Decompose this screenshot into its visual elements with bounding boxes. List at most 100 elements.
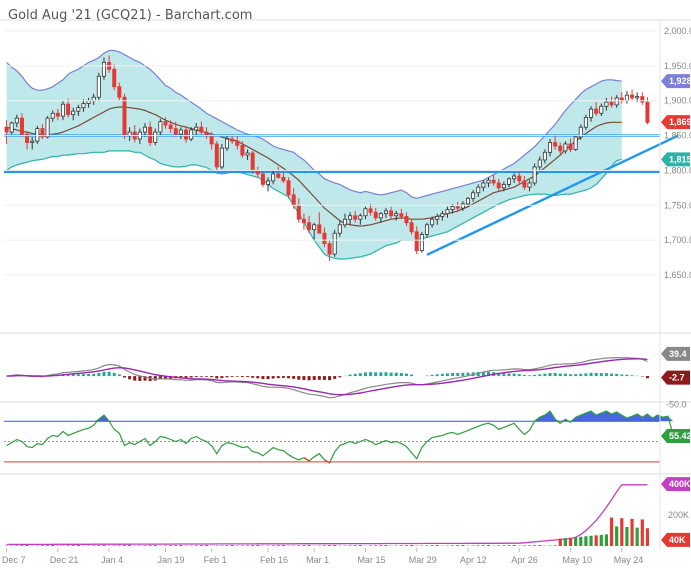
date-tick-label: May 10 bbox=[563, 555, 593, 565]
candle bbox=[424, 222, 429, 238]
candle bbox=[30, 136, 35, 150]
candle-body bbox=[317, 224, 322, 234]
date-tick-label: Mar 29 bbox=[409, 555, 437, 565]
candle bbox=[358, 213, 363, 225]
candle bbox=[50, 110, 55, 122]
macd-histogram-bar bbox=[102, 371, 106, 377]
candle-body bbox=[609, 101, 614, 106]
macd-histogram-bar bbox=[497, 372, 501, 377]
candle-body bbox=[599, 105, 604, 114]
volume-bar bbox=[635, 527, 639, 546]
macd-histogram-bar bbox=[445, 373, 449, 377]
date-tick-label: Dec 7 bbox=[2, 555, 26, 565]
candle-body bbox=[635, 96, 640, 99]
macd-histogram-bar bbox=[384, 372, 388, 377]
uptrend-line bbox=[426, 134, 679, 256]
candle-body bbox=[527, 182, 532, 188]
macd-histogram-bar bbox=[271, 376, 275, 379]
candle bbox=[4, 120, 9, 144]
candle bbox=[173, 121, 178, 137]
candle-body bbox=[266, 180, 271, 185]
macd-histogram-bar bbox=[128, 376, 132, 380]
candle-body bbox=[486, 179, 491, 184]
macd-histogram-bar bbox=[630, 375, 634, 377]
volume-bar bbox=[302, 545, 306, 546]
volume-bar bbox=[589, 535, 593, 546]
candle bbox=[624, 90, 629, 104]
date-tick-label: Dec 21 bbox=[50, 555, 79, 565]
candle-body bbox=[312, 224, 317, 231]
candle-body bbox=[548, 142, 553, 153]
macd-histogram-bar bbox=[292, 376, 296, 379]
candle bbox=[435, 213, 440, 225]
price-badge-0-label: 1,928.1 bbox=[669, 76, 691, 86]
volume-bar bbox=[45, 545, 50, 546]
candle-body bbox=[353, 215, 358, 220]
candle bbox=[35, 125, 40, 144]
volume-bar bbox=[625, 526, 629, 546]
candle-body bbox=[578, 126, 583, 138]
candle-body bbox=[583, 117, 588, 128]
price-tick-label: 1,950.0 bbox=[664, 61, 691, 71]
candle bbox=[271, 170, 276, 185]
candle-body bbox=[645, 101, 650, 123]
date-tick-label: Mar 15 bbox=[357, 555, 385, 565]
macd-histogram-bar bbox=[261, 376, 265, 380]
macd-histogram-bar bbox=[579, 373, 583, 377]
candle-body bbox=[240, 144, 245, 156]
candle bbox=[71, 107, 76, 121]
candle-body bbox=[399, 213, 404, 217]
candle-body bbox=[230, 138, 235, 142]
candle bbox=[307, 215, 312, 234]
macd-signal-line bbox=[6, 358, 648, 396]
volume-bar bbox=[435, 545, 439, 546]
volume-bar bbox=[71, 545, 75, 546]
candle-body bbox=[558, 145, 563, 152]
price-tick-label: 1,650.0 bbox=[664, 270, 691, 280]
candle-body bbox=[204, 131, 209, 136]
macd-histogram-bar bbox=[235, 376, 239, 377]
candle-body bbox=[307, 222, 312, 231]
price-tick-label: 1,700.0 bbox=[664, 235, 691, 245]
macd-histogram-bar bbox=[466, 372, 470, 377]
macd-histogram-bar bbox=[410, 374, 414, 377]
volume-bar bbox=[15, 545, 19, 546]
candle bbox=[348, 212, 353, 225]
volume-bar bbox=[384, 545, 388, 546]
candle bbox=[496, 178, 501, 192]
volume-bar bbox=[512, 545, 516, 546]
macd-histogram-bar bbox=[435, 374, 439, 377]
candle-body bbox=[148, 126, 153, 143]
macd-histogram-bar bbox=[404, 373, 408, 377]
macd-histogram-bar bbox=[158, 376, 162, 380]
axis-layer: 2,000.0 1,950.0 1,900.0 1,850.0 1,800.0 1,750… bbox=[0, 19, 691, 565]
volume-bar bbox=[579, 536, 583, 546]
candle bbox=[471, 189, 476, 202]
candle bbox=[501, 181, 506, 192]
candle-body bbox=[255, 170, 260, 175]
candle-body bbox=[383, 210, 388, 215]
macd-badge-0-bg bbox=[661, 346, 690, 361]
candle bbox=[609, 96, 614, 108]
volume-bar bbox=[143, 545, 147, 546]
candle bbox=[219, 143, 224, 170]
macd-histogram-bar bbox=[620, 374, 624, 377]
candle-body bbox=[142, 126, 147, 133]
volume-bar bbox=[20, 545, 24, 546]
macd-histogram-bar bbox=[563, 373, 567, 377]
price-badge-1: 1,869.3 bbox=[661, 115, 691, 130]
macd-histogram-bar bbox=[333, 376, 337, 379]
candle bbox=[163, 117, 168, 129]
macd-histogram-bar bbox=[569, 374, 573, 377]
candle-body bbox=[173, 128, 178, 135]
macd-histogram-bar bbox=[461, 372, 465, 377]
macd-histogram-bar bbox=[302, 376, 306, 381]
candle bbox=[178, 127, 183, 140]
macd-histogram-bar bbox=[246, 376, 250, 377]
candle-body bbox=[414, 231, 419, 252]
candle bbox=[199, 121, 204, 135]
macd-tick-label: -50.0 bbox=[666, 399, 687, 409]
macd-histogram-bar bbox=[194, 376, 198, 377]
candle bbox=[614, 95, 619, 108]
candle-body bbox=[594, 108, 599, 114]
